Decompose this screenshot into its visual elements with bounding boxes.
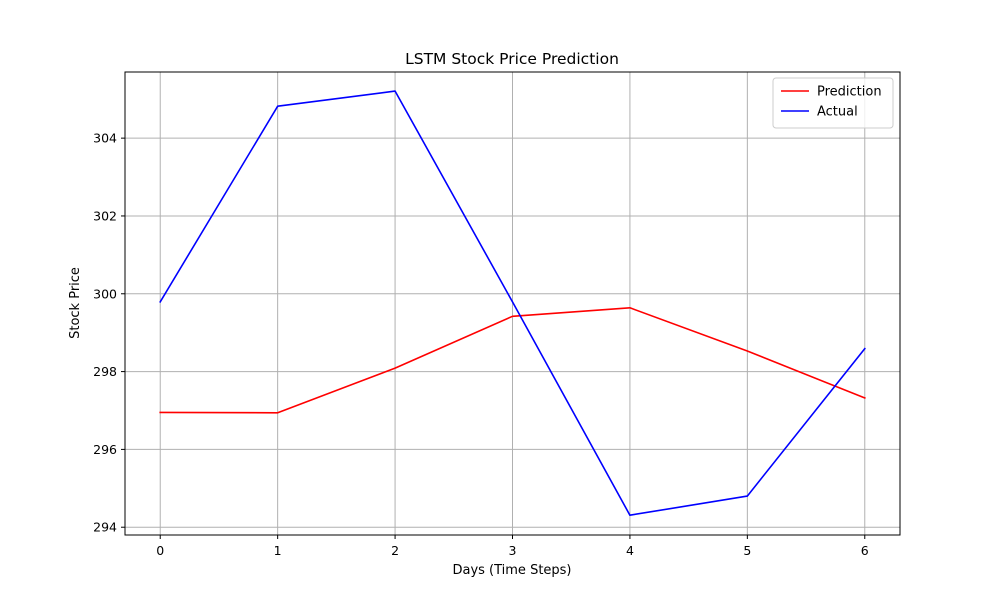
x-axis-ticks: 0 1 2 3 4 5 6 (156, 535, 869, 558)
series-line-prediction (159, 306, 866, 414)
series-layer (159, 90, 866, 517)
y-tick-label: 294 (93, 520, 117, 535)
legend: Prediction Actual (772, 77, 894, 129)
x-tick-label: 4 (626, 543, 634, 558)
series-line-actual (159, 90, 866, 517)
grid (125, 72, 900, 535)
y-axis-ticks: 294 296 298 300 302 304 (93, 131, 125, 535)
y-tick-label: 298 (93, 364, 117, 379)
x-tick-label: 6 (861, 543, 869, 558)
x-tick-label: 0 (156, 543, 164, 558)
y-tick-label: 304 (93, 131, 117, 146)
y-axis-label: Stock Price (68, 267, 83, 339)
y-tick-label: 300 (93, 286, 117, 301)
x-tick-label: 5 (743, 543, 751, 558)
legend-label-prediction: Prediction (817, 85, 882, 100)
legend-label-actual: Actual (817, 105, 858, 120)
x-tick-label: 1 (274, 543, 282, 558)
y-tick-label: 296 (93, 442, 117, 457)
y-tick-label: 302 (93, 208, 117, 223)
chart-title: LSTM Stock Price Prediction (405, 50, 619, 68)
x-tick-label: 3 (509, 543, 517, 558)
x-tick-label: 2 (391, 543, 399, 558)
x-axis-label: Days (Time Steps) (452, 563, 571, 578)
